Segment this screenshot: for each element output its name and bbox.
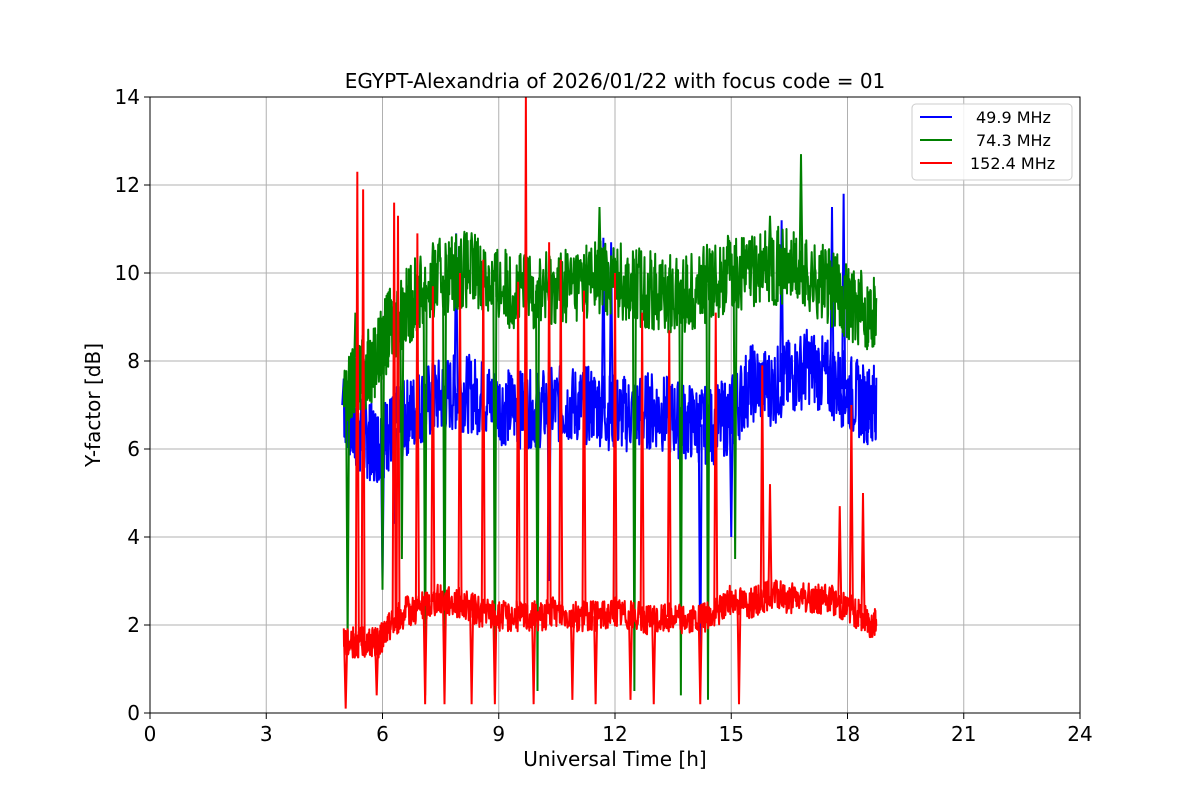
legend-label-152-4-mhz: 152.4 MHz — [970, 154, 1055, 173]
series-spike-152-4-mhz — [860, 492, 866, 618]
series-spike-152-4-mhz — [767, 484, 773, 595]
series-spike-152-4-mhz — [492, 615, 498, 705]
series-spike-49-9-mhz — [453, 233, 459, 393]
series-line-74-3-mhz — [342, 225, 878, 421]
y-tick-label: 12 — [115, 173, 140, 197]
series-spike-152-4-mhz — [713, 312, 719, 613]
x-tick-label: 18 — [835, 722, 860, 746]
series-spike-152-4-mhz — [374, 642, 380, 696]
series-spike-152-4-mhz — [430, 286, 436, 603]
y-axis-label: Y-factor [dB] — [81, 343, 105, 468]
series-spike-152-4-mhz — [558, 259, 564, 613]
series-spike-152-4-mhz — [837, 506, 843, 604]
series-spike-74-3-mhz — [678, 293, 684, 696]
series-spike-152-4-mhz — [422, 605, 428, 705]
legend-label-74-3-mhz: 74.3 MHz — [976, 131, 1051, 150]
x-tick-label: 15 — [719, 722, 744, 746]
series-spike-152-4-mhz — [759, 365, 765, 598]
series-spike-152-4-mhz — [612, 272, 618, 612]
series-spike-152-4-mhz — [569, 615, 575, 700]
series-74-3-mhz — [342, 154, 878, 700]
series-spike-152-4-mhz — [531, 616, 537, 705]
y-tick-label: 2 — [127, 613, 140, 637]
series-spike-152-4-mhz — [391, 202, 397, 622]
legend-label-49-9-mhz: 49.9 MHz — [976, 108, 1051, 127]
x-tick-label: 3 — [260, 722, 273, 746]
series-spike-152-4-mhz — [593, 616, 599, 705]
series-spike-74-3-mhz — [798, 154, 804, 274]
series-spike-74-3-mhz — [597, 206, 602, 278]
series-spike-152-4-mhz — [697, 618, 703, 705]
x-tick-label: 9 — [492, 722, 505, 746]
series-layer — [341, 96, 878, 709]
x-tick-label: 21 — [951, 722, 976, 746]
series-spike-152-4-mhz — [395, 215, 401, 619]
legend: 49.9 MHz 74.3 MHz 152.4 MHz — [911, 103, 1073, 181]
series-spike-152-4-mhz — [666, 330, 672, 618]
series-spike-49-9-mhz — [608, 242, 614, 413]
series-spike-49-9-mhz — [779, 220, 785, 383]
series-spike-74-3-mhz — [380, 343, 385, 590]
series-spike-152-4-mhz — [457, 272, 463, 604]
y-tick-label: 4 — [127, 525, 140, 549]
series-line-152-4-mhz — [342, 579, 878, 659]
series-spike-152-4-mhz — [736, 600, 742, 705]
series-spike-49-9-mhz — [600, 237, 606, 409]
series-spike-74-3-mhz — [399, 312, 405, 560]
series-spike-152-4-mhz — [354, 171, 360, 643]
x-axis-label: Universal Time [h] — [523, 747, 706, 771]
y-tick-label: 10 — [115, 261, 140, 285]
series-spike-152-4-mhz — [515, 281, 521, 617]
x-tick-label: 24 — [1067, 722, 1092, 746]
series-spike-152-4-mhz — [848, 404, 854, 611]
series-spike-152-4-mhz — [343, 642, 349, 709]
y-tick-label: 0 — [127, 701, 140, 725]
series-152-4-mhz — [342, 96, 878, 709]
series-spike-74-3-mhz — [535, 290, 540, 692]
series-spike-74-3-mhz — [767, 215, 773, 265]
series-spike-152-4-mhz — [414, 233, 420, 609]
x-tick-label: 0 — [144, 722, 157, 746]
series-line-49-9-mhz — [342, 328, 878, 483]
series-spike-152-4-mhz — [469, 608, 475, 705]
series-spike-74-3-mhz — [631, 286, 637, 692]
x-tick-label: 12 — [602, 722, 627, 746]
legend-box — [911, 103, 1073, 181]
y-tick-label: 8 — [127, 349, 140, 373]
series-spike-152-4-mhz — [480, 259, 486, 613]
series-spike-152-4-mhz — [581, 290, 587, 617]
series-spike-152-4-mhz — [639, 312, 645, 618]
y-tick-label: 6 — [127, 437, 140, 461]
series-spike-152-4-mhz — [546, 242, 552, 614]
series-spike-74-3-mhz — [705, 283, 711, 700]
series-spike-49-9-mhz — [728, 413, 734, 538]
series-spike-152-4-mhz — [442, 599, 447, 705]
series-spike-74-3-mhz — [732, 272, 738, 560]
series-spike-152-4-mhz — [628, 615, 633, 700]
chart-title: EGYPT-Alexandria of 2026/01/22 with focu… — [345, 69, 886, 93]
series-spike-152-4-mhz — [651, 620, 657, 705]
series-spike-152-4-mhz — [360, 189, 366, 643]
x-tick-label: 6 — [376, 722, 389, 746]
series-spike-49-9-mhz — [864, 404, 870, 423]
y-tick-label: 14 — [115, 85, 140, 109]
